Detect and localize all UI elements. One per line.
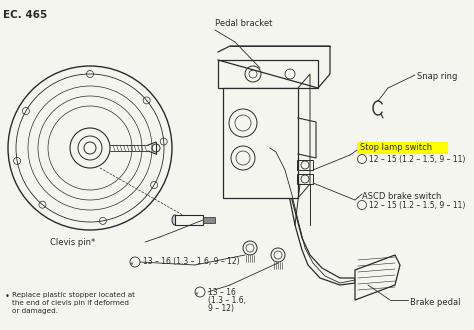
Text: Brake pedal: Brake pedal	[410, 298, 461, 307]
Text: EC. 465: EC. 465	[3, 10, 47, 20]
Text: Replace plastic stopper located at
the end of clevis pin if deformed
or damaged.: Replace plastic stopper located at the e…	[12, 292, 135, 314]
Text: 12 – 15 (1.2 – 1.5, 9 – 11): 12 – 15 (1.2 – 1.5, 9 – 11)	[369, 155, 465, 164]
Text: Clevis pin*: Clevis pin*	[50, 238, 95, 247]
Text: •: •	[5, 292, 10, 301]
Text: 13 – 16: 13 – 16	[208, 288, 236, 297]
Text: Pedal bracket: Pedal bracket	[215, 19, 273, 28]
Text: Snap ring: Snap ring	[417, 72, 457, 81]
Circle shape	[195, 287, 205, 297]
FancyBboxPatch shape	[357, 142, 448, 153]
Bar	[203, 217, 215, 223]
Text: 9 – 12): 9 – 12)	[208, 304, 234, 313]
Circle shape	[130, 257, 140, 267]
Polygon shape	[265, 145, 355, 285]
Bar	[175, 215, 203, 225]
Text: 12 – 15 (1.2 – 1.5, 9 – 11): 12 – 15 (1.2 – 1.5, 9 – 11)	[369, 201, 465, 210]
Polygon shape	[355, 255, 400, 300]
Circle shape	[357, 154, 366, 163]
Text: 13 – 16 (1.3 – 1.6, 9 – 12): 13 – 16 (1.3 – 1.6, 9 – 12)	[143, 257, 240, 266]
Circle shape	[357, 201, 366, 210]
Text: Stop lamp switch: Stop lamp switch	[360, 143, 432, 152]
Bar	[297, 174, 313, 184]
Text: ASCD brake switch: ASCD brake switch	[362, 192, 441, 201]
Text: (1.3 – 1.6,: (1.3 – 1.6,	[208, 296, 246, 305]
Bar	[297, 160, 313, 170]
Bar	[223, 88, 298, 198]
Ellipse shape	[172, 215, 178, 225]
Bar	[218, 60, 318, 88]
